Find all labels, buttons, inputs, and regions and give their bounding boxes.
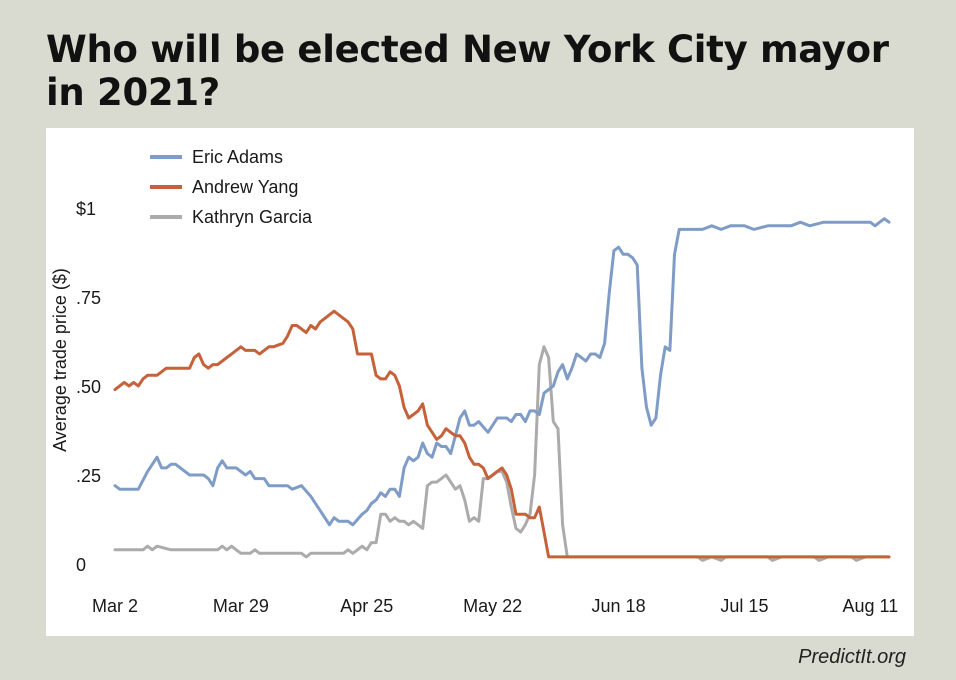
series-line-eric-adams (113, 217, 891, 527)
y-tick-label: 0 (76, 555, 86, 575)
y-tick-label: $1 (76, 199, 96, 219)
x-tick-label: Mar 2 (92, 596, 138, 616)
series-line-kathryn-garcia (113, 345, 891, 562)
x-tick-label: Jun 18 (592, 596, 646, 616)
legend-label: Eric Adams (192, 147, 283, 167)
legend-label: Kathryn Garcia (192, 207, 313, 227)
y-tick-label: .25 (76, 466, 101, 486)
source-credit: PredictIt.org (798, 646, 906, 668)
y-tick-label: .50 (76, 377, 101, 397)
chart-title: Who will be elected New York City mayor … (46, 28, 889, 114)
series-line-andrew-yang (113, 309, 891, 559)
legend-label: Andrew Yang (192, 177, 298, 197)
x-tick-label: Jul 15 (720, 596, 768, 616)
x-tick-label: Mar 29 (213, 596, 269, 616)
y-tick-label: .75 (76, 288, 101, 308)
x-tick-label: May 22 (463, 596, 522, 616)
y-axis-label: Average trade price ($) (50, 268, 70, 452)
x-tick-label: Aug 11 (842, 596, 898, 616)
x-tick-label: Apr 25 (340, 596, 393, 616)
plot-panel (46, 128, 914, 636)
